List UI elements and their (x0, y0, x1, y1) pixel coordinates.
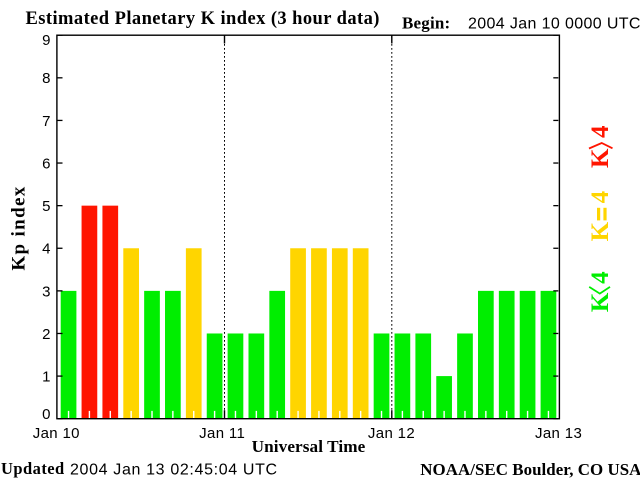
svg-text:Updated: Updated (1, 459, 65, 478)
svg-text:Universal Time: Universal Time (252, 437, 366, 456)
svg-text:K: K (587, 221, 614, 241)
svg-text:6: 6 (42, 155, 50, 172)
svg-text:2: 2 (42, 326, 50, 343)
svg-text:Jan 10: Jan 10 (33, 425, 80, 442)
svg-text:7: 7 (42, 113, 50, 130)
svg-text:0: 0 (42, 406, 50, 423)
svg-text:Jan 11: Jan 11 (199, 425, 245, 442)
svg-text:8: 8 (42, 70, 50, 87)
svg-text:NOAA/SEC Boulder, CO USA: NOAA/SEC Boulder, CO USA (420, 460, 640, 479)
svg-text:4: 4 (587, 190, 614, 203)
svg-text:3: 3 (42, 283, 50, 300)
svg-text:4: 4 (587, 271, 614, 284)
svg-text:5: 5 (42, 198, 50, 215)
svg-text:Jan 13: Jan 13 (535, 425, 582, 442)
svg-text:9: 9 (42, 32, 50, 49)
svg-text:Kp index: Kp index (9, 185, 30, 270)
svg-text:4: 4 (42, 241, 50, 258)
svg-text:2004 Jan 10 0000 UTC: 2004 Jan 10 0000 UTC (468, 16, 640, 33)
svg-text:4: 4 (587, 125, 614, 138)
svg-text:Begin:: Begin: (402, 13, 450, 32)
svg-text:K: K (587, 148, 614, 168)
svg-text:Jan 12: Jan 12 (368, 425, 415, 442)
svg-text:Estimated Planetary K index (3: Estimated Planetary K index (3 hour data… (26, 9, 380, 29)
svg-text:K: K (587, 292, 614, 312)
svg-text:2004 Jan 13 02:45:04 UTC: 2004 Jan 13 02:45:04 UTC (70, 462, 278, 479)
svg-text:1: 1 (42, 368, 50, 385)
